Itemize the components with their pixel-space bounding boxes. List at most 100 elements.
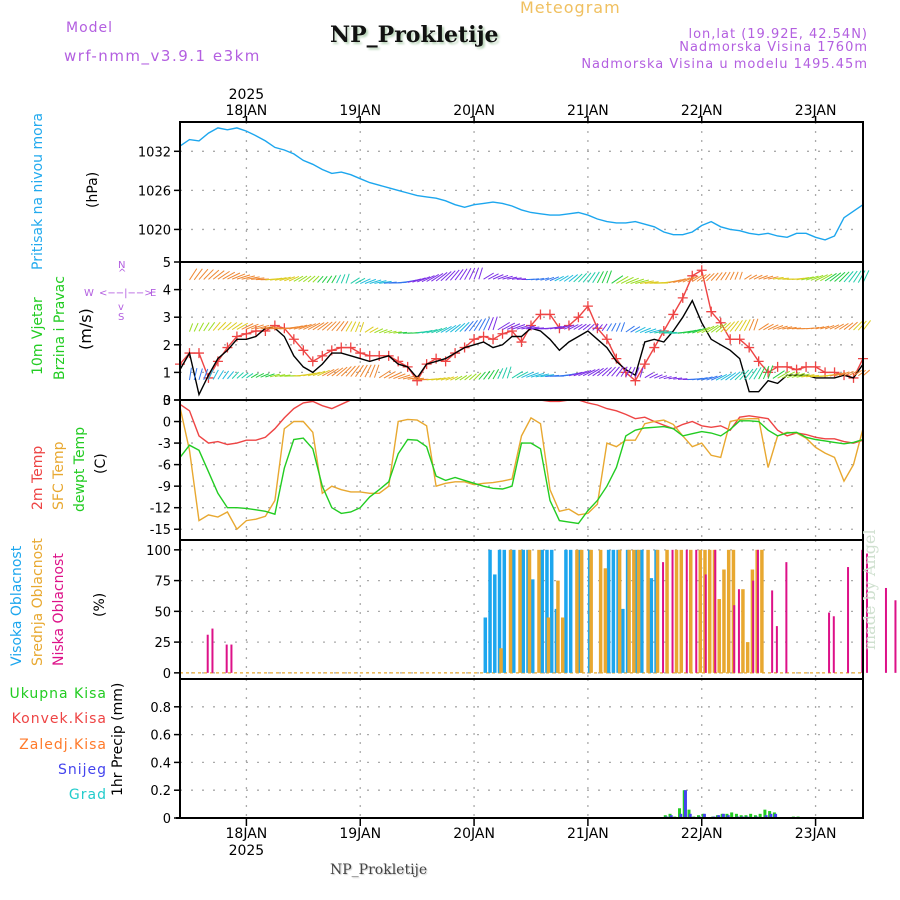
wind-arrow xyxy=(592,367,604,377)
wind-arrow xyxy=(725,321,736,333)
compass-south: S xyxy=(118,312,125,323)
wind-arrow xyxy=(573,370,587,377)
wind-arrow xyxy=(317,369,330,377)
bar-visoka-oblacnost xyxy=(502,549,507,673)
wind-arrow xyxy=(364,364,372,378)
precip-legend-snow: Snijeg xyxy=(57,762,107,778)
precip-legend-total: Ukupna Kisa xyxy=(9,686,107,702)
bar-snijeg xyxy=(726,815,730,818)
bar-niska-oblacnost xyxy=(733,605,736,673)
bar-snijeg xyxy=(669,815,673,818)
wind-arrow xyxy=(388,330,397,334)
wind-arrow xyxy=(691,274,703,283)
bar-srednja-oblacnost xyxy=(575,549,579,673)
wind-arrow xyxy=(582,323,591,331)
wind-arrow xyxy=(535,277,545,281)
bar-srednja-oblacnost xyxy=(707,549,712,673)
wind-arrow xyxy=(592,323,599,331)
wind-arrow xyxy=(739,319,747,332)
wind-arrow xyxy=(554,325,567,330)
wind-arrow xyxy=(743,319,751,332)
date-label-bottom: 18JAN xyxy=(226,826,268,842)
wind-arrow xyxy=(563,274,574,282)
wind-arrow xyxy=(692,377,703,381)
wind-speed-marker xyxy=(544,309,555,320)
wind-arrow xyxy=(336,274,342,284)
year-label-bottom: 2025 xyxy=(229,843,265,859)
location-coordinates: lon,lat (19.92E, 42.54N) xyxy=(688,27,868,42)
wind-arrow xyxy=(364,278,376,284)
wind-arrow xyxy=(379,329,388,334)
wind-arrow xyxy=(355,321,361,333)
series-line-gust-avg-black- xyxy=(179,299,864,397)
y-tick-label: 0.6 xyxy=(150,729,171,744)
bar-srednja-oblacnost xyxy=(632,549,636,673)
wind-arrow xyxy=(796,277,810,281)
wind-arrow xyxy=(507,323,521,330)
wind-arrow xyxy=(246,323,259,330)
bar-snijeg xyxy=(717,815,721,818)
wind-arrow xyxy=(786,372,801,379)
wind-arrow xyxy=(241,372,249,379)
wind-arrow xyxy=(606,323,612,332)
date-label-bottom: 22JAN xyxy=(681,826,723,842)
wind-arrow xyxy=(193,367,198,381)
wind-arrow xyxy=(350,365,360,377)
wind-arrow xyxy=(635,326,646,333)
wind-arrow xyxy=(445,324,457,333)
wind-arrow xyxy=(312,370,326,377)
wind-arrow xyxy=(450,376,459,381)
wind-arrow xyxy=(748,274,758,280)
wind-arrow xyxy=(198,368,203,381)
y-tick-label: 0 xyxy=(163,812,171,827)
wind-arrow xyxy=(843,271,854,283)
bar-niska-oblacnost xyxy=(662,562,665,673)
wind-arrow xyxy=(378,370,391,379)
wind-arrow xyxy=(578,323,587,331)
wind-arrow xyxy=(592,271,600,283)
precip-legend-hail: Grad xyxy=(68,787,107,803)
wind-arrow xyxy=(321,321,333,331)
wind-arrow xyxy=(644,328,657,334)
wind-arrow xyxy=(246,276,260,280)
bar-srednja-oblacnost xyxy=(603,568,608,673)
wind-arrow xyxy=(222,370,230,380)
bar-niska-oblacnost xyxy=(884,587,887,673)
y-tick-label: 0 xyxy=(163,667,171,682)
wind-arrow xyxy=(782,326,793,330)
bar-visoka-oblacnost xyxy=(649,578,654,673)
wind-arrow xyxy=(421,329,433,334)
wind-arrow xyxy=(824,272,837,282)
y-tick-label: 3 xyxy=(163,394,171,409)
wind-arrow xyxy=(573,273,583,283)
year-label-top: 2025 xyxy=(229,87,265,103)
wind-arrow xyxy=(658,375,668,379)
wind-arrow xyxy=(563,324,575,330)
wind-arrow xyxy=(227,272,241,280)
wind-arrow xyxy=(464,268,472,280)
wind-arrow xyxy=(450,323,461,333)
wind-arrow xyxy=(782,371,796,379)
wind-arrow xyxy=(521,325,535,330)
bar-visoka-oblacnost xyxy=(545,549,549,673)
wind-arrow xyxy=(530,372,545,378)
wind-arrow xyxy=(398,374,411,380)
arrow-up-icon: ^ xyxy=(118,268,127,279)
wind-arrow xyxy=(227,322,238,331)
wind-arrow xyxy=(440,271,452,282)
wind-arrow xyxy=(217,321,227,331)
wind-arrow xyxy=(373,364,380,378)
bar-niska-oblacnost xyxy=(737,589,740,673)
y-tick-label: -12 xyxy=(150,502,171,517)
wind-speed-marker xyxy=(573,312,584,323)
wind-arrow xyxy=(288,276,300,282)
bar-srednja-oblacnost xyxy=(518,549,522,673)
wind-arrow xyxy=(350,277,360,284)
wind-arrow xyxy=(549,276,560,282)
wind-speed-marker xyxy=(734,334,745,345)
bar-srednja-oblacnost xyxy=(745,642,750,673)
wind-speed-marker xyxy=(364,350,375,361)
wind-arrow xyxy=(336,321,345,332)
wind-arrow xyxy=(787,326,797,330)
wind-arrow xyxy=(620,366,628,377)
